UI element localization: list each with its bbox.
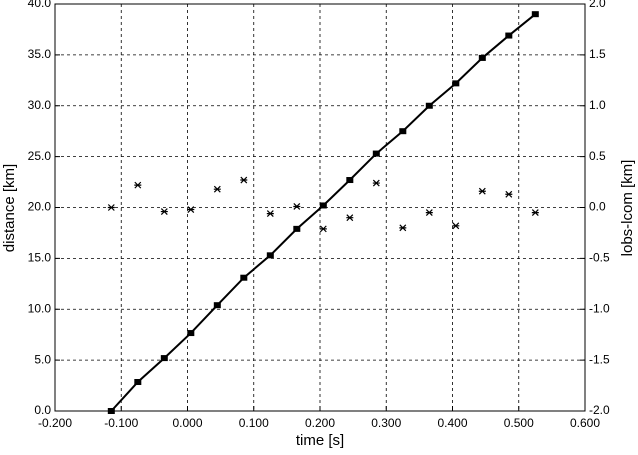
square-marker: [213, 302, 221, 309]
x-tick-label: 0.400: [437, 416, 467, 430]
star-marker: [213, 185, 221, 193]
square-marker: [266, 252, 274, 259]
y-tick-label: 15.0: [28, 251, 52, 265]
star-marker: [399, 224, 407, 232]
star-marker: [240, 176, 248, 184]
square-marker: [505, 32, 513, 39]
square-marker: [478, 54, 486, 61]
star-marker: [478, 187, 486, 195]
square-marker: [531, 11, 539, 18]
star-marker: [107, 204, 115, 211]
star-marker: [372, 179, 380, 187]
star-marker: [160, 208, 168, 215]
star-marker: [346, 214, 354, 222]
y2-tick-label: 2.0: [589, 0, 606, 10]
x-tick-label: 0.200: [305, 416, 335, 430]
y-tick-label: 0.0: [34, 403, 51, 417]
y-tick-label: 20.0: [28, 200, 52, 214]
star-marker: [452, 222, 460, 230]
y-tick-label: 25.0: [28, 149, 52, 163]
y-tick-label: 35.0: [28, 47, 52, 61]
star-marker: [266, 210, 274, 218]
x-tick-label: 0.600: [570, 416, 600, 430]
y2-tick-label: -2.0: [589, 403, 610, 417]
y2-tick-label: -0.5: [589, 251, 610, 265]
square-marker: [240, 274, 248, 281]
star-marker: [134, 181, 142, 189]
x-axis-label: time [s]: [296, 432, 344, 449]
star-marker: [293, 203, 301, 210]
star-marker: [425, 209, 433, 217]
square-marker: [160, 355, 168, 362]
square-marker: [187, 330, 195, 337]
square-marker: [134, 379, 142, 386]
square-marker: [319, 202, 327, 209]
y-tick-label: 30.0: [28, 98, 52, 112]
plot-frame: [54, 3, 586, 412]
star-marker: [531, 209, 539, 217]
square-marker: [452, 80, 460, 87]
square-marker: [372, 150, 380, 157]
y2-tick-label: 1.5: [589, 47, 606, 61]
y2-tick-label: -1.5: [589, 352, 610, 366]
y2-tick-label: 0.5: [589, 149, 606, 163]
square-marker: [399, 128, 407, 135]
square-marker: [293, 225, 301, 232]
x-tick-label: -0.100: [104, 416, 138, 430]
series-line: [110, 13, 536, 412]
y-axis-label: distance [km]: [1, 164, 18, 252]
y-tick-label: 40.0: [28, 0, 52, 10]
x-tick-label: 0.500: [504, 416, 534, 430]
x-tick-label: 0.000: [172, 416, 202, 430]
x-tick-label: -0.200: [38, 416, 72, 430]
y-tick-label: 5.0: [34, 352, 51, 366]
star-marker: [505, 190, 513, 198]
y2-tick-label: 1.0: [589, 98, 606, 112]
square-marker: [346, 177, 354, 184]
star-marker: [319, 225, 327, 233]
y2-tick-label: 0.0: [589, 200, 606, 214]
y-tick-label: 10.0: [28, 301, 52, 315]
square-marker: [425, 102, 433, 109]
x-tick-label: 0.100: [239, 416, 269, 430]
x-tick-label: 0.300: [371, 416, 401, 430]
square-marker: [107, 408, 115, 414]
star-marker: [187, 206, 195, 213]
y2-tick-label: -1.0: [589, 301, 610, 315]
y2-axis-label: lobs-lcom [km]: [619, 160, 636, 257]
